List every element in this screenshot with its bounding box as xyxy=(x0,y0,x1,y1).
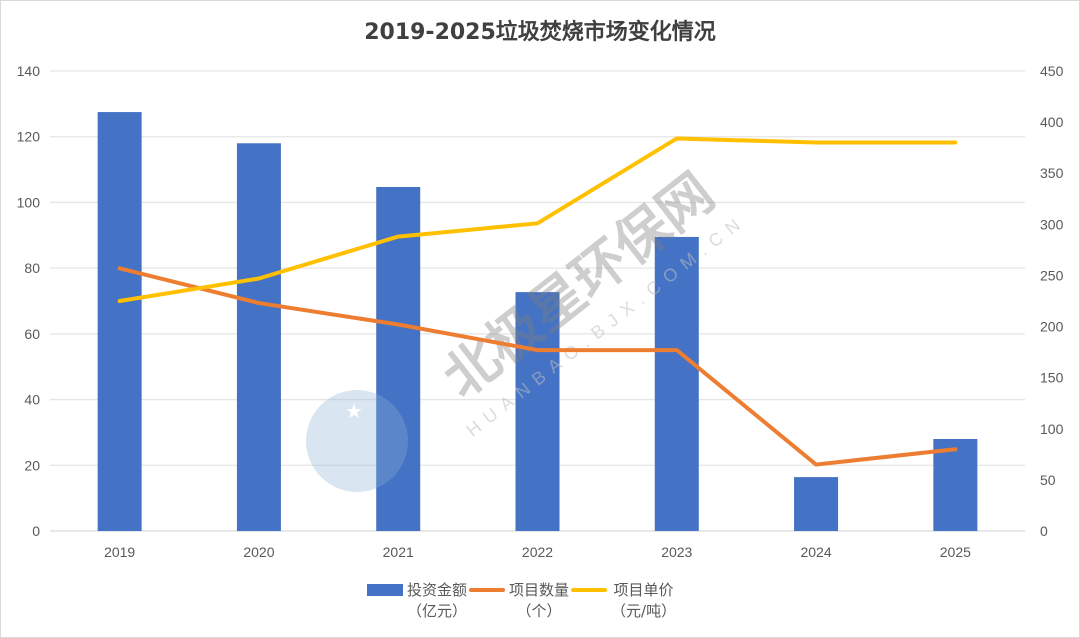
legend-label: 项目单价 xyxy=(613,581,674,599)
legend-unit: （个） xyxy=(516,602,562,620)
x-axis-tick-label: 2021 xyxy=(383,544,414,560)
left-axis-tick-label: 0 xyxy=(32,523,40,539)
line-series-path xyxy=(117,136,958,303)
right-axis-tick-label: 150 xyxy=(1040,370,1064,386)
left-axis-tick-label: 120 xyxy=(17,129,41,145)
right-axis-tick-label: 0 xyxy=(1040,523,1048,539)
legend-item-count: 项目数量 （个） xyxy=(469,580,569,622)
left-axis-tick-label: 40 xyxy=(24,392,40,408)
right-axis-ticks: 0 50 100 150 200 250 300 350 400 450 xyxy=(1040,63,1064,539)
legend-unit: （亿元） xyxy=(407,602,468,620)
right-axis-tick-label: 200 xyxy=(1040,319,1064,335)
x-axis-tick-label: 2019 xyxy=(104,544,135,560)
right-axis-tick-label: 100 xyxy=(1040,421,1064,437)
right-axis-tick-label: 350 xyxy=(1040,165,1064,181)
bar xyxy=(933,439,978,531)
line-series-path xyxy=(117,266,958,467)
left-axis-tick-label: 80 xyxy=(24,260,40,276)
bar xyxy=(97,112,142,532)
bar xyxy=(515,292,560,531)
x-axis-tick-label: 2023 xyxy=(661,544,692,560)
bar-series-investment xyxy=(97,112,978,532)
right-axis-tick-label: 250 xyxy=(1040,267,1064,283)
x-axis-tick-label: 2022 xyxy=(522,544,553,560)
left-axis-tick-label: 140 xyxy=(17,63,41,79)
left-axis-ticks: 0 20 40 60 80 100 120 140 xyxy=(17,63,41,539)
gridlines xyxy=(50,70,1025,532)
x-axis-labels: 2019 2020 2021 2022 2023 2024 2025 xyxy=(104,544,971,560)
right-axis-tick-label: 300 xyxy=(1040,216,1064,232)
left-axis-tick-label: 60 xyxy=(24,326,40,342)
legend-item-price: 项目单价 （元/吨） xyxy=(571,580,676,622)
left-axis-tick-label: 20 xyxy=(24,457,40,473)
legend-label: 项目数量 xyxy=(509,581,570,599)
legend-unit: （元/吨） xyxy=(611,602,677,620)
legend-swatch-line-orange xyxy=(469,588,506,592)
legend-swatch-bar xyxy=(367,584,403,596)
left-axis-tick-label: 100 xyxy=(17,194,41,210)
x-axis-tick-label: 2025 xyxy=(940,544,971,560)
right-axis-tick-label: 450 xyxy=(1040,63,1064,79)
x-axis-tick-label: 2020 xyxy=(243,544,274,560)
line-series xyxy=(117,136,958,467)
bar xyxy=(236,143,281,532)
legend-label: 投资金额 xyxy=(407,581,468,599)
legend-item-investment: 投资金额 （亿元） xyxy=(367,580,467,622)
bar xyxy=(654,236,699,531)
right-axis-tick-label: 400 xyxy=(1040,114,1064,130)
right-axis-tick-label: 50 xyxy=(1040,472,1056,488)
x-axis-tick-label: 2024 xyxy=(800,544,831,560)
svg-text:★: ★ xyxy=(345,401,363,423)
chart-title: 2019-2025垃圾焚烧市场变化情况 xyxy=(364,20,716,45)
legend: 投资金额 （亿元） 项目数量 （个） 项目单价 （元/吨） xyxy=(367,580,678,622)
bar xyxy=(794,477,839,531)
legend-swatch-line-yellow xyxy=(571,588,608,592)
bar xyxy=(376,186,421,531)
